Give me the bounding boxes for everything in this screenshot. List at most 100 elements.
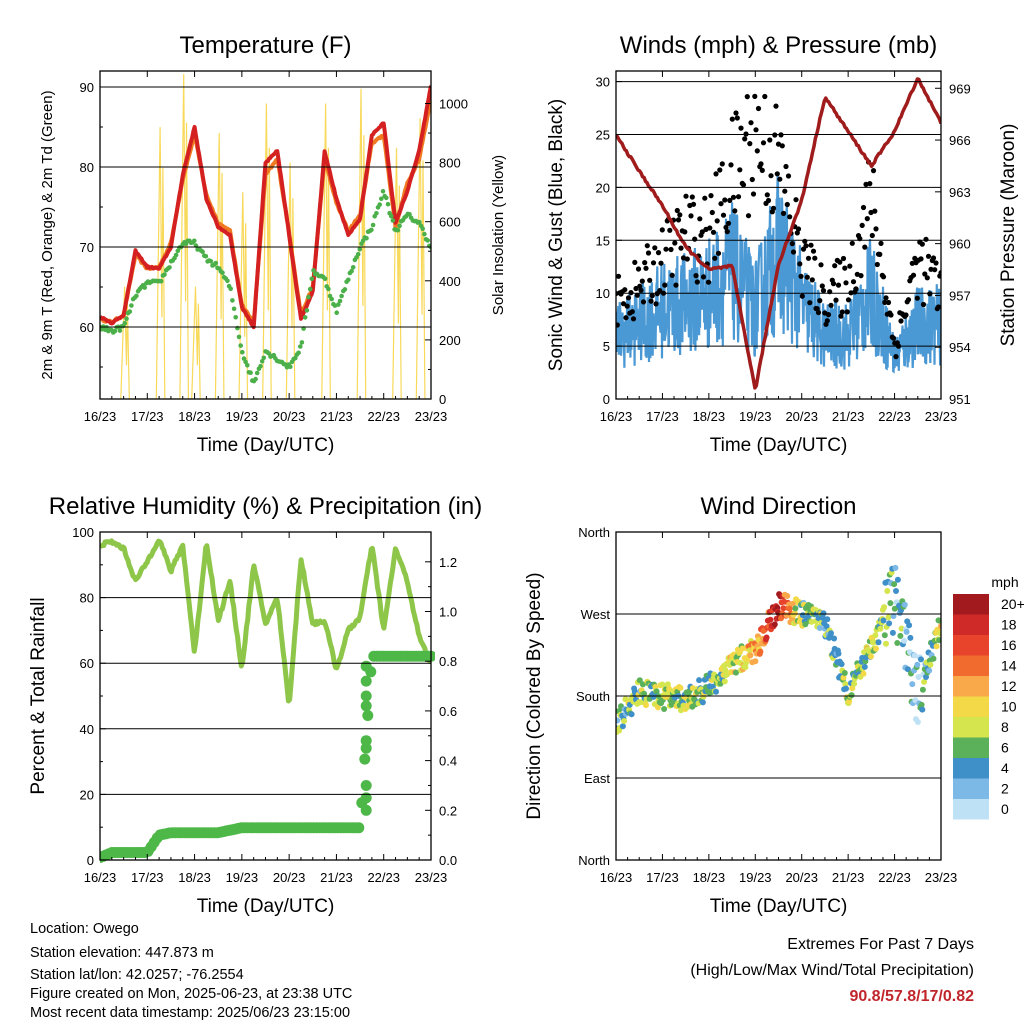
dewpoint-point: [203, 253, 209, 259]
gust-point: [645, 250, 652, 256]
dewpoint-point: [334, 310, 340, 316]
gust-point: [805, 255, 812, 261]
dewpoint-point: [173, 252, 179, 258]
x-tick-label: 21/23: [320, 409, 353, 424]
gust-point: [734, 115, 740, 121]
x-tick-label: 20/23: [785, 870, 818, 885]
gust-point: [867, 181, 873, 187]
direction-point: [918, 701, 925, 708]
dewpoint-point: [200, 249, 205, 254]
extremes-subtitle: (High/Low/Max Wind/Total Precipitation): [690, 962, 974, 979]
precip-point: [353, 822, 365, 834]
direction-data: [616, 564, 941, 735]
temperature-data: [100, 73, 431, 399]
gust-point: [810, 248, 817, 254]
gust-point: [735, 194, 742, 200]
direction-point: [921, 678, 928, 685]
gust-point: [935, 304, 941, 310]
gust-point: [693, 273, 699, 279]
y2-tick-label: 963: [949, 185, 971, 200]
direction-point: [628, 711, 635, 718]
y2-tick-label: 600: [439, 215, 461, 230]
dewpoint-point: [236, 334, 242, 340]
gust-point: [914, 295, 920, 301]
dewpoint-point: [304, 308, 310, 313]
gust-point: [657, 288, 663, 294]
y-tick-label: 30: [596, 75, 610, 90]
direction-point: [784, 593, 791, 599]
gust-point: [690, 201, 697, 207]
gust-point: [724, 229, 730, 235]
gust-point: [692, 236, 698, 242]
gust-point: [858, 273, 864, 279]
gust-point: [648, 298, 654, 304]
x-tick-label: 23/23: [415, 409, 448, 424]
gust-point: [890, 335, 897, 341]
gust-point: [729, 116, 735, 122]
gust-point: [830, 281, 837, 287]
dewpoint-point: [243, 359, 248, 365]
direction-panel: North West South East North 16/23 17/23 18/23 19…: [524, 493, 957, 917]
gust-point: [933, 260, 939, 266]
gust-point: [737, 167, 743, 173]
direction-point: [824, 616, 831, 623]
gust-point: [713, 171, 719, 177]
gust-point: [728, 162, 734, 168]
y-tick-label: 70: [80, 240, 94, 255]
gust-point: [807, 300, 813, 306]
precip-point: [359, 753, 371, 765]
direction-point: [717, 680, 724, 687]
gust-point: [632, 259, 638, 265]
gust-point: [697, 216, 703, 222]
colorbar-swatch: [953, 614, 989, 635]
gust-point: [717, 167, 723, 173]
dewpoint-point: [425, 238, 431, 243]
dewpoint-point: [231, 306, 237, 312]
direction-point: [780, 605, 787, 612]
dewpoint-point: [326, 286, 331, 292]
dewpoint-point: [369, 227, 374, 233]
gust-point: [760, 140, 767, 146]
y-tick-label: 5: [603, 339, 610, 354]
direction-point: [677, 684, 684, 691]
gust-point: [643, 265, 649, 271]
colorbar-swatch: [953, 696, 989, 717]
dewpoint-point: [293, 355, 298, 361]
direction-point: [894, 576, 901, 583]
direction-point: [861, 663, 868, 670]
x-tick-label: 17/23: [646, 870, 679, 885]
gust-point: [873, 226, 879, 232]
winds-panel: 30 25 20 15 10 5 0 969 966 963 960 957 954 951 16/23 17…: [546, 32, 1019, 456]
colorbar-swatch: [953, 737, 989, 758]
dewpoint-point: [253, 376, 258, 382]
direction-point: [752, 658, 759, 665]
colorbar-label: 12: [1001, 678, 1017, 694]
dewpoint-point: [420, 226, 426, 231]
direction-point: [664, 681, 671, 688]
dewpoint-point: [309, 276, 315, 282]
gust-point: [808, 242, 814, 248]
direction-point: [919, 686, 926, 693]
gust-point: [635, 266, 642, 272]
gust-point: [683, 193, 689, 199]
x-tick-label: 22/23: [367, 409, 400, 424]
dewpoint-point: [342, 287, 348, 292]
colorbar-label: 16: [1001, 637, 1017, 653]
gust-point: [655, 250, 662, 256]
direction-point: [733, 669, 739, 676]
dewpoint-point: [124, 316, 129, 322]
gust-point: [755, 105, 762, 112]
gust-point: [843, 280, 849, 286]
gust-point: [910, 272, 917, 278]
precip-point: [360, 735, 372, 747]
direction-point: [816, 625, 823, 631]
panel-title: Winds (mph) & Pressure (mb): [620, 32, 937, 59]
gust-point: [847, 263, 853, 269]
y-tick-label: 20: [596, 180, 610, 195]
direction-point: [835, 650, 842, 657]
dewpoint-point: [142, 285, 147, 290]
gust-point: [768, 173, 774, 179]
gust-point: [733, 110, 739, 116]
dewpoint-point: [117, 328, 123, 333]
